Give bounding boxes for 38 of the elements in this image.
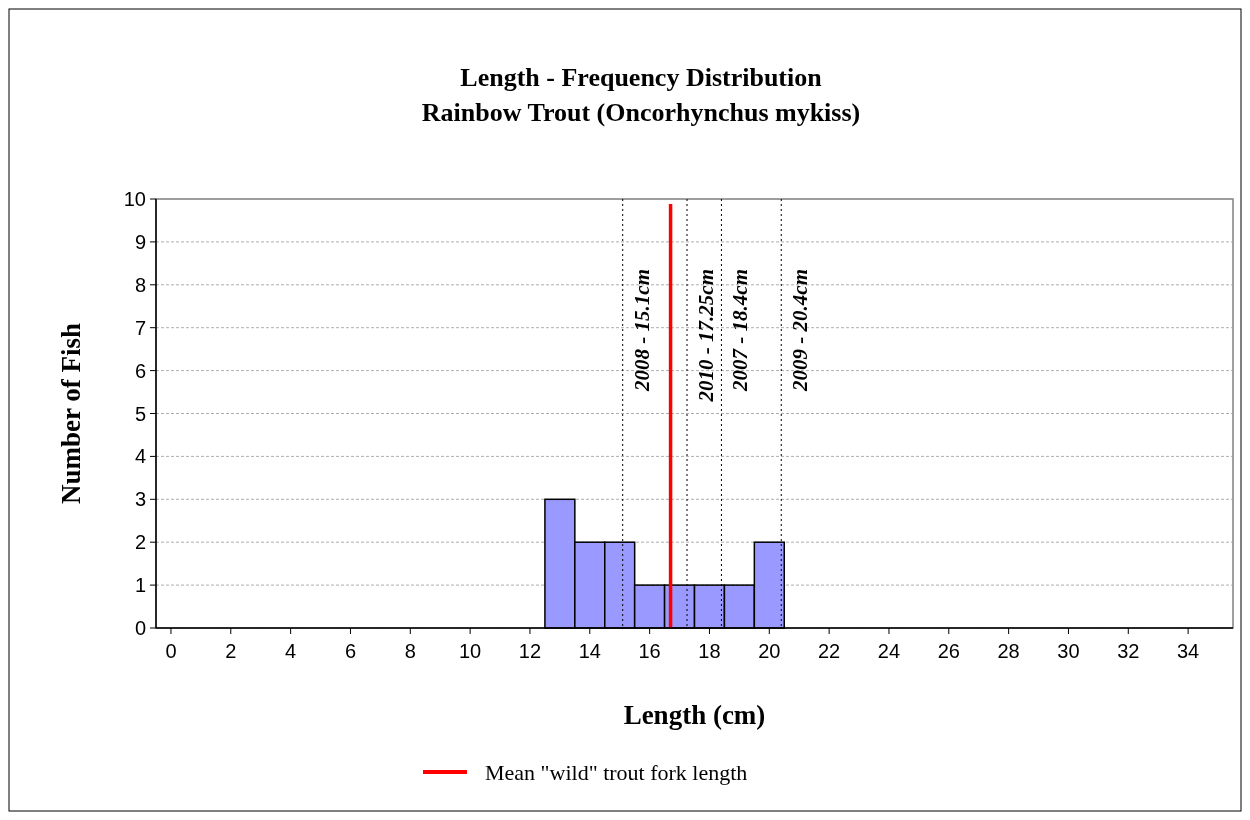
y-tick-label: 1 [134,574,146,597]
y-tick-label: 9 [134,230,146,253]
y-tick-label: 4 [134,445,146,468]
chart-subtitle: Rainbow Trout (Oncorhynchus mykiss) [421,98,861,127]
x-tick-label: 2 [225,640,237,662]
x-axis-title: Length (cm) [623,700,766,730]
x-tick-label: 16 [638,640,661,662]
ref-line-label: 2010 - 17.25cm [694,269,719,403]
x-tick-label: 10 [459,640,482,662]
y-tick-label: 5 [134,402,146,425]
x-tick-label: 32 [1117,640,1140,662]
x-tick-label: 4 [285,640,297,662]
x-tick-label: 24 [877,640,901,662]
y-tick-label: 7 [134,316,146,339]
legend-label: Mean "wild" trout fork length [485,759,748,785]
ref-line-label: 2009 - 20.4cm [788,269,813,392]
x-tick-label: 20 [758,640,781,662]
y-tick-label: 8 [134,273,146,296]
ref-line-label: 2008 - 15.1cm [629,269,654,392]
x-tick-label: 6 [344,640,357,662]
x-tick-label: 26 [937,640,960,662]
x-tick-label: 0 [165,640,177,662]
y-tick-label: 6 [134,359,146,382]
x-tick-label: 8 [404,640,416,662]
y-tick-label: 0 [134,617,146,639]
y-tick-label: 2 [134,531,146,554]
x-tick-label: 30 [1057,640,1080,662]
x-tick-label: 34 [1177,640,1200,662]
y-axis-title: Number of Fish [56,322,86,505]
y-tick-label: 3 [134,488,146,511]
ref-line-label: 2007 - 18.4cm [728,269,753,392]
x-tick-label: 22 [818,640,841,662]
x-tick-label: 14 [578,640,601,662]
chart-title: Length - Frequency Distribution [460,63,823,92]
x-tick-label: 18 [698,640,721,662]
y-tick-label: 10 [123,188,146,210]
x-tick-label: 12 [518,640,542,662]
x-tick-label: 28 [997,640,1020,662]
